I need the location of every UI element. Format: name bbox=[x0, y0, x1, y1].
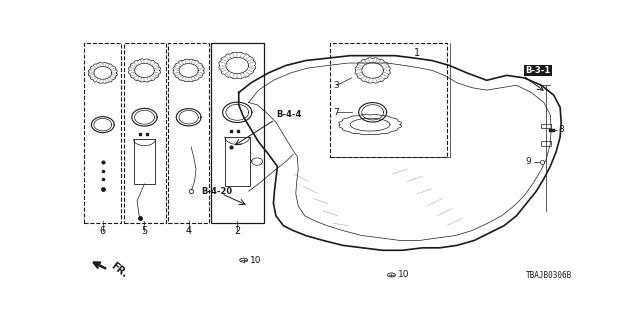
Bar bbox=[541, 124, 551, 128]
Text: 1: 1 bbox=[414, 48, 420, 58]
Bar bbox=[84, 43, 121, 223]
Text: 5: 5 bbox=[141, 226, 148, 236]
Bar bbox=[134, 140, 156, 184]
Text: 6: 6 bbox=[100, 226, 106, 236]
Text: 8: 8 bbox=[559, 125, 564, 134]
Bar bbox=[541, 141, 551, 146]
Text: B-3-1: B-3-1 bbox=[525, 66, 550, 75]
Text: 2: 2 bbox=[234, 226, 241, 236]
Text: 4: 4 bbox=[186, 226, 192, 236]
Bar bbox=[124, 43, 166, 223]
Text: 10: 10 bbox=[398, 270, 410, 279]
Bar bbox=[225, 137, 250, 186]
Bar bbox=[211, 43, 264, 223]
Bar bbox=[548, 129, 555, 132]
Text: 9: 9 bbox=[525, 157, 531, 166]
Text: FR.: FR. bbox=[109, 260, 129, 279]
Text: 3: 3 bbox=[333, 81, 339, 90]
Text: 7: 7 bbox=[333, 108, 339, 117]
Text: B-4-20: B-4-20 bbox=[202, 187, 233, 196]
Text: B-4-4: B-4-4 bbox=[276, 110, 301, 119]
Text: 10: 10 bbox=[250, 256, 262, 265]
Bar bbox=[168, 43, 209, 223]
Text: TBAJB0306B: TBAJB0306B bbox=[526, 271, 572, 280]
Bar bbox=[330, 43, 447, 157]
